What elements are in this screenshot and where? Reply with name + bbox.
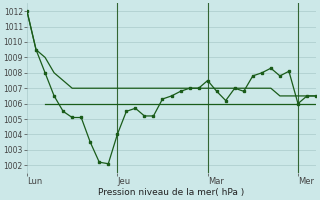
X-axis label: Pression niveau de la mer( hPa ): Pression niveau de la mer( hPa ) [98,188,245,197]
